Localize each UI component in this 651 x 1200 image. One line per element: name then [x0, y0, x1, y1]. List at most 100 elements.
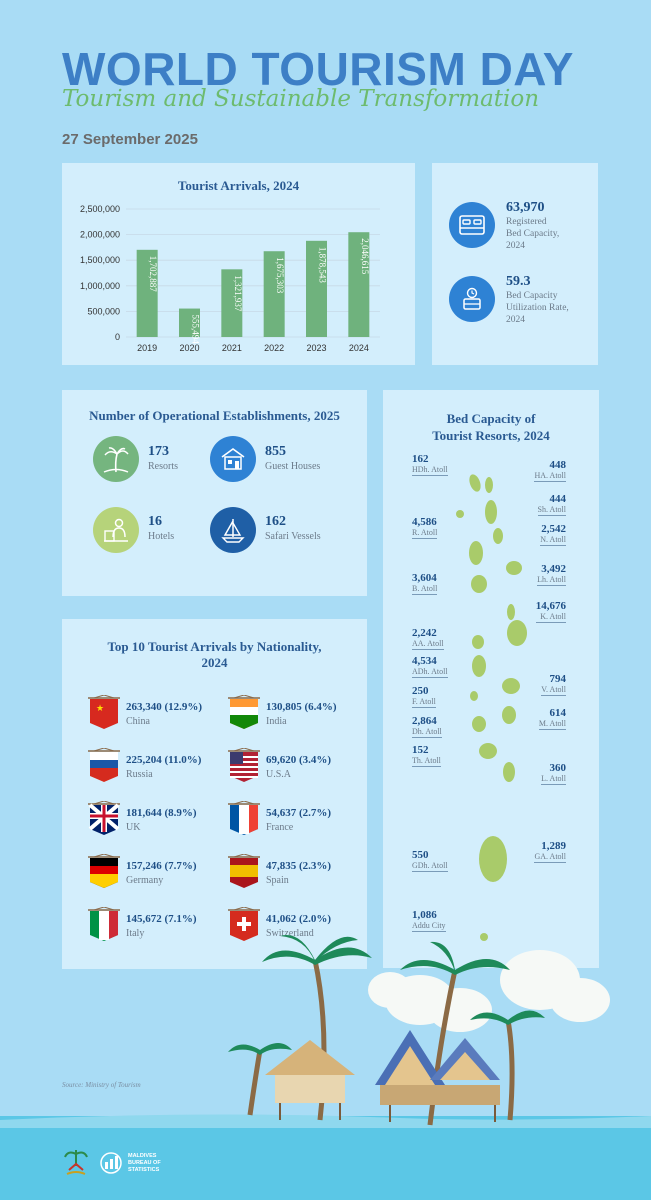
flag-icon [88, 801, 120, 835]
nationality-value: 225,204 (11.0%) [126, 754, 202, 766]
atoll-bed-value: 614 [549, 707, 567, 719]
guesthouse-icon-circle [210, 436, 256, 482]
bed-capacity-label-line3: 2024 [506, 241, 525, 251]
bed-capacity-panel: 63,970 Registered Bed Capacity, 2024 59.… [432, 163, 598, 365]
utilization-label-line3: 2024 [506, 315, 525, 325]
y-tick-label: 1,000,000 [80, 281, 120, 291]
bar-2022 [263, 251, 285, 337]
nationality-value: 157,246 (7.7%) [126, 860, 197, 872]
bed-capacity-label: Registered Bed Capacity, 2024 [506, 216, 559, 252]
atoll-name: ADh. Atoll [412, 667, 448, 678]
maldives-atolls-map [456, 474, 527, 941]
safari-vessels-value: 162 [265, 514, 286, 529]
resorts-label: Resorts [148, 461, 178, 472]
flag-icon [228, 801, 260, 835]
atoll-bed-value: 14,676 [535, 600, 566, 612]
atoll-name: Dh. Atoll [412, 727, 442, 738]
flag-icon [228, 907, 260, 941]
nationality-item: 157,246 (7.7%) Germany [86, 854, 221, 894]
atoll-name: Sh. Atoll [537, 505, 566, 516]
bar-2021 [221, 269, 243, 337]
bar-value-label: 555,494 [191, 315, 201, 345]
maldives-emblem-icon [64, 1150, 88, 1175]
nationality-country: Italy [126, 928, 145, 939]
nationality-country: Switzerland [266, 928, 314, 939]
bar-value-label: 1,702,887 [148, 256, 158, 293]
flag-icon: ★ [88, 695, 120, 729]
atoll-name: Lh. Atoll [537, 575, 566, 586]
nationality-title-line1: Top 10 Tourist Arrivals by Nationality, [107, 639, 322, 654]
bar-2020 [179, 308, 200, 337]
atoll-label: 250 F. Atoll [412, 685, 436, 708]
bed-icon-circle [449, 202, 495, 248]
atoll-bed-value: 3,492 [541, 563, 566, 575]
hotels-value: 16 [148, 514, 162, 529]
resort-icon-circle [93, 436, 139, 482]
nationality-value: 47,835 (2.3%) [266, 860, 332, 872]
atoll-bed-value: 3,604 [412, 572, 437, 584]
atoll-bed-value: 1,086 [412, 909, 437, 921]
nationality-item: 130,805 (6.4%) India [226, 695, 361, 735]
atoll-bed-value: 2,864 [412, 715, 437, 727]
atoll-label: 360 L. Atoll [541, 762, 566, 785]
flag-icon [88, 907, 120, 941]
bar-2024 [348, 232, 370, 337]
nationality-title: Top 10 Tourist Arrivals by Nationality, … [62, 639, 367, 671]
atoll-name: Th. Atoll [412, 756, 441, 767]
flag-icon [228, 854, 260, 888]
atoll-label: 4,534 ADh. Atoll [412, 655, 448, 678]
atoll-bed-value: 250 [412, 685, 429, 697]
nationality-country: UK [126, 822, 141, 833]
atoll-name: GDh. Atoll [412, 861, 448, 872]
nationality-title-line2: 2024 [201, 655, 228, 670]
y-tick-label: 1,500,000 [80, 255, 120, 265]
atoll-name: GA. Atoll [534, 852, 566, 863]
utilization-label-line2: Utilization Rate, [506, 303, 569, 313]
atoll-name: K. Atoll [535, 612, 566, 623]
statistics-bureau-name: MALDIVES BUREAU OF STATISTICS [128, 1153, 161, 1174]
bed-map-title: Bed Capacity of Tourist Resorts, 2024 [383, 410, 599, 444]
nationality-item: 47,835 (2.3%) Spain [226, 854, 361, 894]
nationality-country: U.S.A [266, 769, 292, 780]
atoll-bed-value: 444 [549, 493, 567, 505]
nationality-value: 263,340 (12.9%) [126, 701, 203, 713]
y-tick-label: 2,000,000 [80, 230, 120, 240]
atoll-label: 444 Sh. Atoll [537, 493, 567, 516]
nationality-country: India [266, 716, 287, 727]
bar-value-label: 2,046,615 [360, 238, 370, 275]
guest-houses-value: 855 [265, 444, 286, 459]
x-tick-label: 2019 [137, 343, 157, 353]
atoll-label: 4,586 R. Atoll [412, 516, 438, 539]
atoll-bed-value: 794 [549, 673, 567, 685]
atoll-label: 550 GDh. Atoll [412, 849, 448, 872]
atoll-label: 2,242 AA. Atoll [412, 627, 444, 650]
nationality-value: 54,637 (2.7%) [266, 807, 332, 819]
atoll-bed-value: 2,542 [541, 523, 566, 535]
bureau-name-line1: MALDIVES [128, 1153, 157, 1159]
nationality-country: China [126, 716, 150, 727]
flag-icon [228, 748, 260, 782]
chart-title: Tourist Arrivals, 2024 [177, 178, 300, 193]
arrivals-bar-chart: 2,500,000 2,000,000 1,500,000 1,000,000 500,… [80, 204, 380, 353]
atoll-name: HA. Atoll [534, 471, 566, 482]
atoll-label: 162 HDh. Atoll [412, 453, 448, 476]
bed-map-title-line2: Tourist Resorts, 2024 [432, 428, 550, 443]
resorts-value: 173 [148, 444, 169, 459]
nationality-item: 181,644 (8.9%) UK [86, 801, 221, 841]
nationality-item: 54,637 (2.7%) France [226, 801, 361, 841]
establishments-title: Number of Operational Establishments, 20… [89, 408, 340, 423]
hotel-reception-icon [104, 518, 128, 542]
atoll-name: L. Atoll [541, 774, 566, 785]
bed-capacity-label-line2: Bed Capacity, [506, 229, 560, 239]
nationality-value: 181,644 (8.9%) [126, 807, 197, 819]
flag-icon [88, 748, 120, 782]
safari-vessels-label: Safari Vessels [265, 531, 321, 542]
flag-icon [88, 854, 120, 888]
page-title: WORLD TOURISM DAY [62, 43, 574, 95]
bar-value-label: 1,321,937 [233, 275, 243, 312]
x-tick-label: 2023 [306, 343, 326, 353]
nationality-country: Germany [126, 875, 164, 886]
atoll-name: N. Atoll [540, 535, 566, 546]
palm-tree-icon [103, 447, 129, 473]
atoll-name: M. Atoll [538, 719, 566, 730]
